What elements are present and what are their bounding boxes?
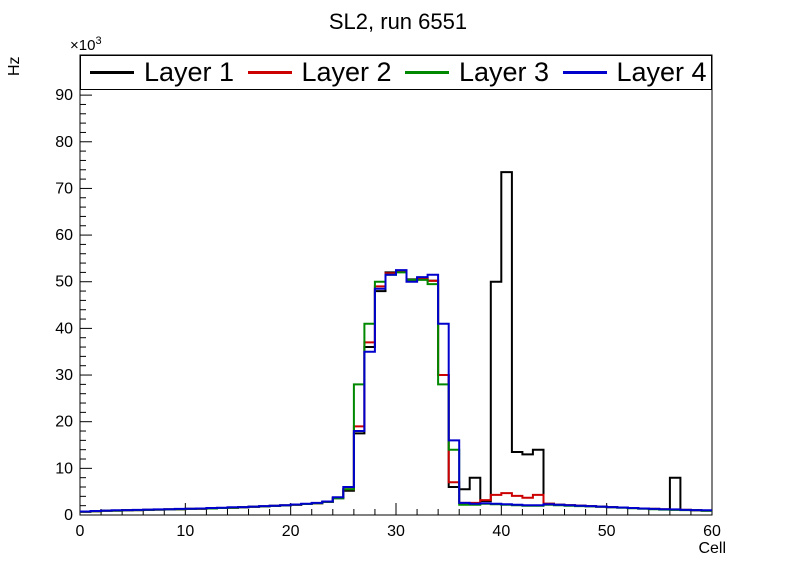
svg-text:30: 30: [387, 523, 405, 540]
svg-text:60: 60: [703, 523, 721, 540]
svg-text:90: 90: [55, 87, 73, 104]
legend-label-layer-3: Layer 3: [459, 57, 550, 87]
svg-text:10: 10: [55, 460, 73, 477]
svg-text:40: 40: [55, 320, 73, 337]
svg-text:50: 50: [598, 523, 616, 540]
y-axis-multiplier: ×103: [70, 35, 102, 54]
legend-line-sample-layer-2: [247, 71, 292, 74]
svg-text:80: 80: [55, 134, 73, 151]
svg-text:10: 10: [176, 523, 194, 540]
svg-text:30: 30: [55, 367, 73, 384]
y-axis-title: Hz: [6, 56, 23, 76]
y-axis: 0 10 20 30 40 50 60 70 80 90: [55, 57, 92, 524]
x-axis-title: Cell: [698, 540, 726, 557]
legend-line-sample-layer-1: [90, 71, 134, 74]
legend: Layer 1 Layer 2 Layer 3 Layer 4: [80, 55, 712, 90]
legend-line-sample-layer-4: [562, 71, 607, 74]
svg-text:50: 50: [55, 274, 73, 291]
y-axis-multiplier-exponent: 3: [95, 35, 102, 47]
legend-item-layer-2: Layer 2: [239, 59, 397, 86]
series-layer-2-line: [80, 270, 712, 513]
svg-text:40: 40: [492, 523, 510, 540]
svg-text:0: 0: [64, 507, 73, 524]
y-axis-multiplier-base: ×10: [70, 37, 96, 54]
svg-text:20: 20: [282, 523, 300, 540]
series-layer-1-line: [80, 171, 712, 513]
svg-text:70: 70: [55, 180, 73, 197]
plot-frame: [79, 54, 713, 516]
legend-item-layer-3: Layer 3: [396, 59, 554, 86]
svg-text:60: 60: [55, 227, 73, 244]
svg-text:20: 20: [55, 414, 73, 431]
svg-text:0: 0: [76, 523, 85, 540]
legend-item-layer-1: Layer 1: [81, 59, 239, 86]
series-layer-3-line: [80, 271, 712, 513]
legend-item-layer-4: Layer 4: [554, 59, 712, 86]
chart-title: SL2, run 6551: [328, 9, 468, 34]
x-axis: 0 10 20 30 40 50 60: [76, 503, 721, 540]
legend-label-layer-4: Layer 4: [616, 57, 707, 87]
legend-label-layer-2: Layer 2: [301, 57, 392, 87]
legend-label-layer-1: Layer 1: [144, 57, 235, 87]
legend-line-sample-layer-3: [405, 71, 449, 74]
series-layer-4-line: [80, 269, 712, 513]
